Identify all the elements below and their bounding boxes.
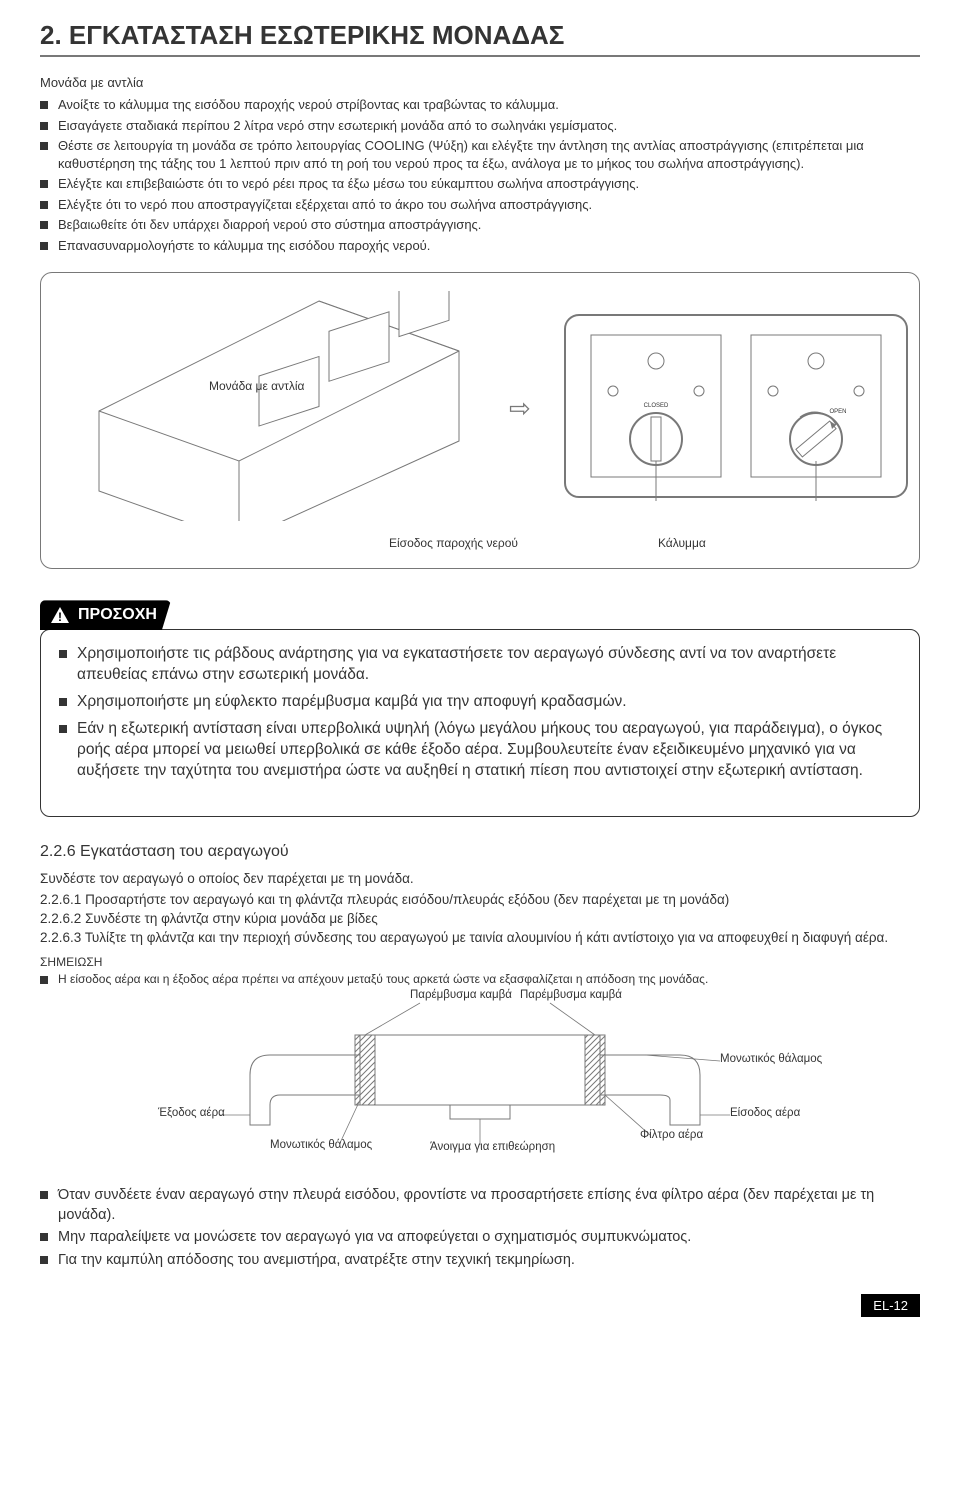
list-item: Για την καμπύλη απόδοσης του ανεμιστήρα,… [40, 1251, 920, 1271]
title-rule [40, 55, 920, 57]
unit-label: Μονάδα με αντλία [209, 379, 304, 393]
duct-notes-list: Όταν συνδέετε έναν αεραγωγό στην πλευρά … [40, 1186, 920, 1270]
inlet-label: Είσοδος αέρα [730, 1107, 800, 1119]
insul-label-1: Μονωτικός θάλαμος [720, 1053, 822, 1065]
list-item: Ελέγξτε και επιβεβαιώστε ότι το νερό ρέε… [40, 175, 920, 193]
canvas-label-2: Παρέμβυσμα καμβά [520, 989, 622, 1001]
cover-label: Κάλυμμα [658, 536, 706, 550]
figure-duct: Παρέμβυσμα καμβά Παρέμβυσμα καμβά Μονωτι… [160, 995, 800, 1170]
caution-list: Χρησιμοποιήστε τις ράβδους ανάρτησης για… [59, 644, 901, 782]
list-item: Ανοίξτε το κάλυμμα της εισόδου παροχής ν… [40, 96, 920, 114]
inspect-label: Άνοιγμα για επιθεώρηση [430, 1141, 555, 1153]
list-item: Η είσοδος αέρα και η έξοδος αέρα πρέπει … [40, 971, 920, 987]
duct-section-title: 2.2.6 Εγκατάσταση του αεραγωγού [40, 843, 920, 861]
caution-heading-text: ΠΡΟΣΟΧΗ [78, 606, 157, 624]
page-number: EL-12 [861, 1294, 920, 1317]
duct-step: 2.2.6.3 Τυλίξτε τη φλάντζα και την περιο… [40, 930, 920, 945]
caution-block: ! ΠΡΟΣΟΧΗ Χρησιμοποιήστε τις ράβδους ανά… [40, 599, 920, 817]
canvas-label-1: Παρέμβυσμα καμβά [410, 989, 512, 1001]
list-item: Εάν η εξωτερική αντίσταση είναι υπερβολι… [59, 719, 901, 782]
filter-label: Φίλτρο αέρα [640, 1129, 703, 1141]
duct-step: 2.2.6.1 Προσαρτήστε τον αεραγωγό και τη … [40, 892, 920, 907]
svg-text:!: ! [58, 610, 62, 624]
figure-pump-unit: Μονάδα με αντλία ⇨ CLOSED [40, 272, 920, 569]
list-item: Ελέγξτε ότι το νερό που αποστραγγίζεται … [40, 196, 920, 214]
pump-procedure-list: Ανοίξτε το κάλυμμα της εισόδου παροχής ν… [40, 96, 920, 254]
warning-icon: ! [50, 606, 70, 624]
note-list: Η είσοδος αέρα και η έξοδος αέρα πρέπει … [40, 971, 920, 987]
list-item: Βεβαιωθείτε ότι δεν υπάρχει διαρροή νερο… [40, 216, 920, 234]
list-item: Όταν συνδέετε έναν αεραγωγό στην πλευρά … [40, 1186, 920, 1225]
duct-intro: Συνδέστε τον αεραγωγό ο οποίος δεν παρέχ… [40, 871, 920, 886]
list-item: Χρησιμοποιήστε μη εύφλεκτο παρέμβυσμα κα… [59, 692, 901, 713]
insul-label-2: Μονωτικός θάλαμος [270, 1139, 372, 1151]
unit-illustration [59, 291, 479, 521]
cover-panel-illustration: CLOSED OPEN [561, 311, 911, 501]
arrow-icon: ⇨ [509, 393, 531, 424]
note-label: ΣΗΜΕΙΩΣΗ [40, 955, 920, 969]
section-title: 2. ΕΓΚΑΤΑΣΤΑΣΗ ΕΣΩΤΕΡΙΚΗΣ ΜΟΝΑΔΑΣ [40, 20, 920, 51]
outlet-label: Έξοδος αέρα [158, 1107, 225, 1119]
svg-text:CLOSED: CLOSED [643, 403, 668, 409]
list-item: Μην παραλείψετε να μονώσετε τον αεραγωγό… [40, 1228, 920, 1248]
caution-heading: ! ΠΡΟΣΟΧΗ [40, 600, 171, 630]
inlet-label: Είσοδος παροχής νερού [389, 536, 518, 550]
duct-step: 2.2.6.2 Συνδέστε τη φλάντζα στην κύρια μ… [40, 911, 920, 926]
list-item: Θέστε σε λειτουργία τη μονάδα σε τρόπο λ… [40, 137, 920, 172]
list-item: Εισαγάγετε σταδιακά περίπου 2 λίτρα νερό… [40, 117, 920, 135]
svg-text:OPEN: OPEN [829, 409, 846, 415]
pump-unit-subhead: Μονάδα με αντλία [40, 75, 920, 90]
list-item: Επανασυναρμολογήστε το κάλυμμα της εισόδ… [40, 237, 920, 255]
list-item: Χρησιμοποιήστε τις ράβδους ανάρτησης για… [59, 644, 901, 686]
